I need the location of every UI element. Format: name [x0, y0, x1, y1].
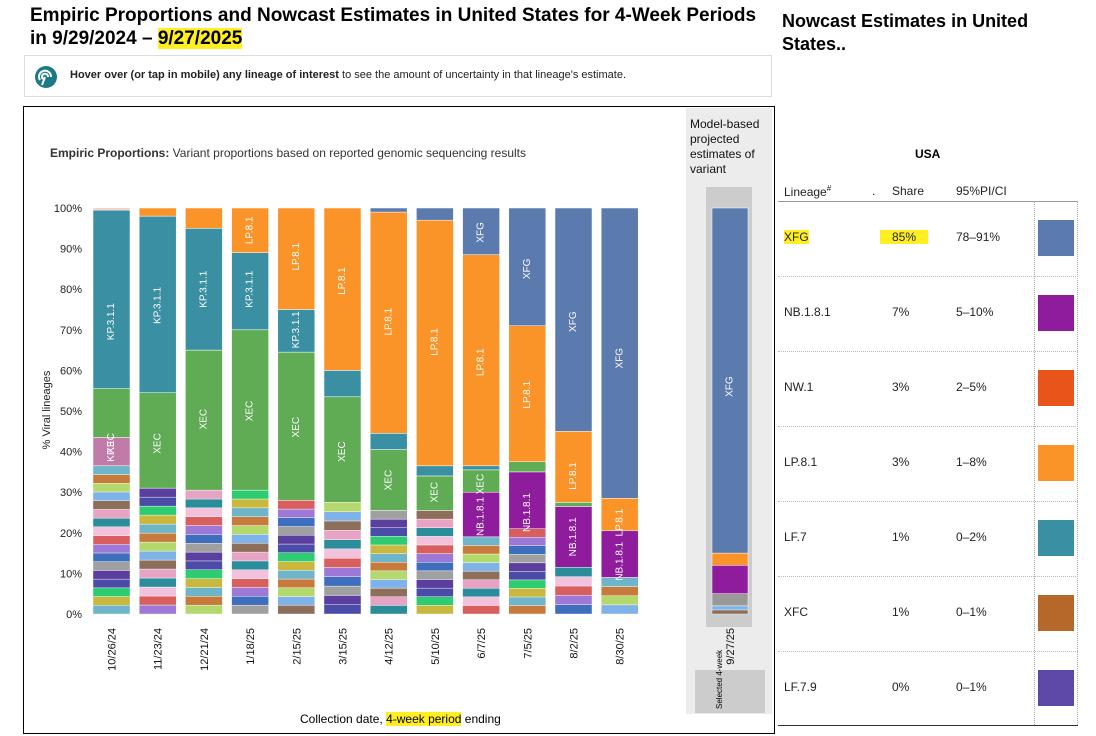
- x-axis-title: Collection date, 4-week period ending: [300, 712, 501, 726]
- col-header-pi: 95%PI/CI: [956, 184, 1007, 198]
- title-date-highlight: 9/27/2025: [157, 28, 243, 49]
- table-bottom-border: [778, 725, 1078, 726]
- table-row-separator: [778, 501, 1078, 502]
- nowcast-lineage: XFG: [784, 230, 809, 244]
- selected-week-box[interactable]: [695, 670, 765, 713]
- table-column-divider: [1034, 201, 1035, 725]
- nowcast-lineage: NB.1.8.1: [784, 305, 831, 319]
- nowcast-pi: 2–5%: [956, 380, 987, 394]
- nowcast-share: 1%: [892, 605, 910, 619]
- nowcast-swatch[interactable]: [1038, 445, 1074, 481]
- nowcast-share: 3%: [892, 455, 910, 469]
- nowcast-lineage: XFC: [784, 605, 808, 619]
- hint-logo-icon: [35, 66, 57, 88]
- nowcast-share: 0%: [892, 680, 910, 694]
- projected-title: Model-based projected estimates of varia…: [690, 117, 760, 176]
- nowcast-swatch[interactable]: [1038, 370, 1074, 406]
- nowcast-share: 7%: [892, 305, 910, 319]
- projected-bar-background: [706, 187, 752, 627]
- nowcast-title: Nowcast Estimates in United States..: [782, 11, 1029, 54]
- nowcast-pi: 0–1%: [956, 680, 987, 694]
- nowcast-swatch[interactable]: [1038, 670, 1074, 706]
- hint-text: Hover over (or tap in mobile) any lineag…: [70, 69, 627, 81]
- table-row-separator: [778, 276, 1078, 277]
- nowcast-pi: 78–91%: [956, 230, 1001, 244]
- table-row-separator: [778, 651, 1078, 652]
- chart-container: [23, 106, 775, 734]
- nowcast-lineage: LP.8.1: [784, 455, 818, 469]
- nowcast-lineage: NW.1: [784, 380, 814, 394]
- page-title: Empiric Proportions and Nowcast Estimate…: [30, 5, 757, 49]
- nowcast-share: 1%: [892, 530, 910, 544]
- nowcast-swatch[interactable]: [1038, 295, 1074, 331]
- nowcast-share: 3%: [892, 380, 910, 394]
- hover-hint-box: Hover over (or tap in mobile) any lineag…: [24, 55, 772, 97]
- nowcast-pi: 0–2%: [956, 530, 987, 544]
- nowcast-swatch[interactable]: [1038, 595, 1074, 631]
- nowcast-pi: 1–8%: [956, 455, 987, 469]
- col-header-dot: .: [872, 184, 876, 198]
- nowcast-pi: 5–10%: [956, 305, 994, 319]
- chart-subtitle: Empiric Proportions: Variant proportions…: [50, 146, 527, 160]
- col-header-lineage: Lineage#: [784, 184, 832, 199]
- table-column-divider: [1077, 201, 1078, 725]
- nowcast-pi: 0–1%: [956, 605, 987, 619]
- col-header-share: Share: [892, 184, 925, 198]
- table-header-divider: [778, 201, 1078, 202]
- nowcast-lineage: LF.7.9: [784, 680, 817, 694]
- nowcast-share: 85%: [880, 230, 929, 244]
- nowcast-lineage: LF.7: [784, 530, 807, 544]
- region-label: USA: [915, 147, 941, 161]
- table-row-separator: [778, 426, 1078, 427]
- nowcast-swatch[interactable]: [1038, 520, 1074, 556]
- table-row-separator: [778, 351, 1078, 352]
- table-row-separator: [778, 576, 1078, 577]
- nowcast-swatch[interactable]: [1038, 220, 1074, 256]
- selected-week-label: Selected 4-week: [715, 649, 724, 709]
